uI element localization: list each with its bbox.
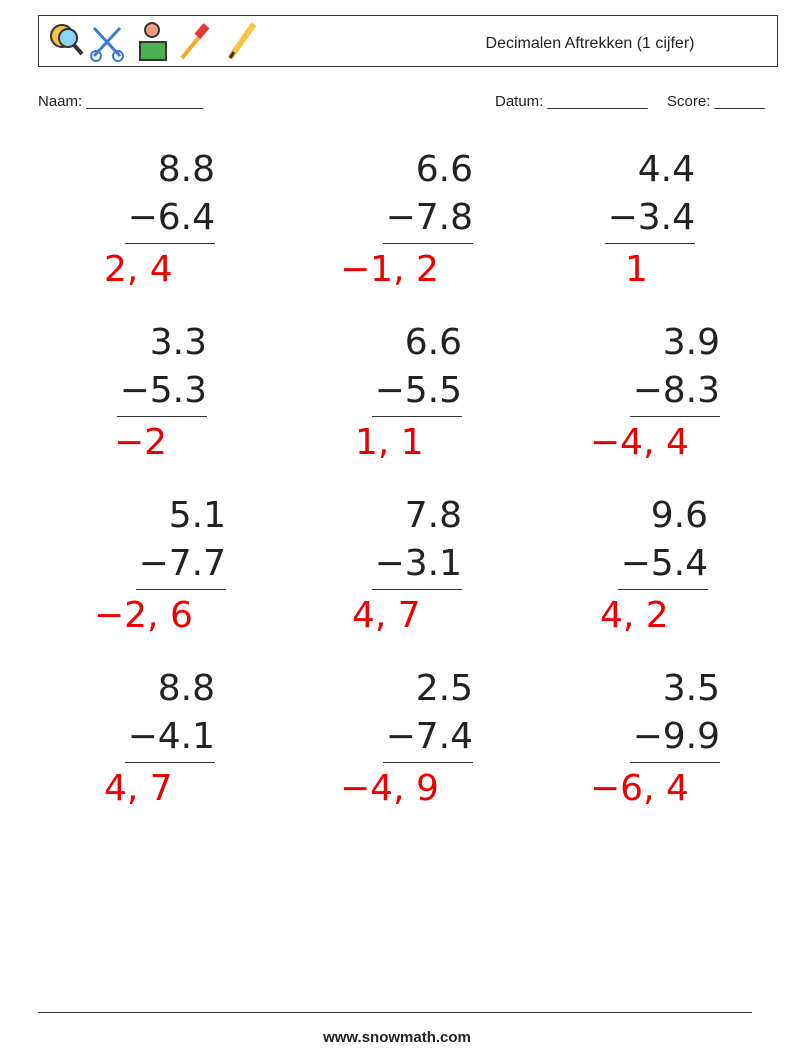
footer-site: www.snowmath.com <box>323 1029 471 1046</box>
top-number: 3.9 <box>662 322 720 363</box>
answer: 4, 2 <box>600 595 669 636</box>
answer: −2, 6 <box>94 595 193 636</box>
header-box <box>38 15 778 67</box>
answer: 4, 7 <box>352 595 421 636</box>
underline <box>383 243 473 244</box>
answer: −6, 4 <box>590 768 689 809</box>
underline <box>630 416 720 417</box>
underline <box>618 589 708 590</box>
answer: 1, 1 <box>355 422 424 463</box>
bottom-number: −7.7 <box>138 543 226 584</box>
bottom-number: −5.5 <box>374 370 462 411</box>
answer: −1, 2 <box>340 249 439 290</box>
bottom-number: −6.4 <box>127 197 215 238</box>
answer: −4, 9 <box>340 768 439 809</box>
top-number: 8.8 <box>157 149 215 190</box>
underline <box>630 762 720 763</box>
bottom-number: −3.4 <box>607 197 695 238</box>
top-number: 5.1 <box>168 495 226 536</box>
answer: 2, 4 <box>104 249 173 290</box>
underline <box>605 243 695 244</box>
footer-line <box>38 1012 752 1013</box>
answer: −2 <box>114 422 168 463</box>
top-number: 4.4 <box>637 149 695 190</box>
answer: 1 <box>625 249 648 290</box>
top-number: 2.5 <box>415 668 473 709</box>
top-number: 6.6 <box>404 322 462 363</box>
bottom-number: −7.4 <box>385 716 473 757</box>
top-number: 8.8 <box>157 668 215 709</box>
top-number: 6.6 <box>415 149 473 190</box>
underline <box>372 589 462 590</box>
bottom-number: −3.1 <box>374 543 462 584</box>
underline <box>125 762 215 763</box>
bottom-number: −5.4 <box>620 543 708 584</box>
bottom-number: −8.3 <box>632 370 720 411</box>
underline <box>136 589 226 590</box>
title: Decimalen Aftrekken (1 cijfer) <box>485 35 695 52</box>
bottom-number: −9.9 <box>632 716 720 757</box>
answer: −4, 4 <box>590 422 689 463</box>
underline <box>383 762 473 763</box>
header-icons <box>50 22 257 62</box>
name-field: Naam: ______________ <box>38 93 204 110</box>
answer: 4, 7 <box>104 768 173 809</box>
top-number: 3.3 <box>149 322 207 363</box>
score-field: Score: ______ <box>667 93 765 110</box>
top-number: 9.6 <box>650 495 708 536</box>
bottom-number: −5.3 <box>119 370 207 411</box>
bottom-number: −7.8 <box>385 197 473 238</box>
top-number: 7.8 <box>404 495 462 536</box>
underline <box>125 243 215 244</box>
underline <box>117 416 207 417</box>
bottom-number: −4.1 <box>127 716 215 757</box>
underline <box>372 416 462 417</box>
date-field: Datum: ____________ <box>495 93 648 110</box>
top-number: 3.5 <box>662 668 720 709</box>
